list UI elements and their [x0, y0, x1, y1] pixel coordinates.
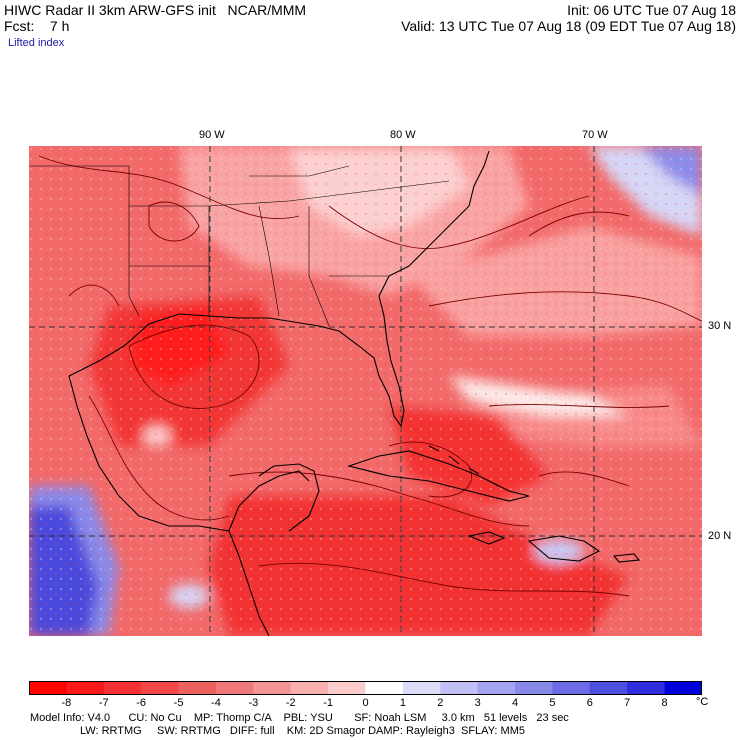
lat-label-20n: 20 N: [708, 530, 732, 542]
colorbar-tick-label: 7: [624, 697, 631, 709]
colorbar-cell: [664, 681, 702, 695]
colorbar-cell: [440, 681, 479, 695]
valid-time: Valid: 13 UTC Tue 07 Aug 18 (09 EDT Tue …: [401, 18, 736, 34]
colorbar-tick-label: -7: [98, 697, 109, 709]
colorbar-cell: [290, 681, 329, 695]
lon-label-80w: 80 W: [390, 129, 416, 141]
colorbar-tick-label: 0: [362, 697, 369, 709]
graticule: [29, 146, 702, 636]
lifted-index-map: [29, 146, 702, 636]
colorbar-tick-label: -6: [136, 697, 147, 709]
colorbar-tick-label: -3: [248, 697, 259, 709]
model-info-line1: Model Info: V4.0 CU: No Cu MP: Thomp C/A…: [30, 712, 569, 724]
model-title: HIWC Radar II 3km ARW-GFS init NCAR/MMM: [4, 2, 307, 18]
colorbar-tick-label: 1: [399, 697, 406, 709]
colorbar-tick-label: -1: [323, 697, 333, 709]
colorbar-tick-label: 8: [661, 697, 668, 709]
forecast-hour: Fcst: 7 h: [4, 18, 70, 34]
colorbar-cell: [178, 681, 217, 695]
colorbar-cell: [141, 681, 180, 695]
state-borders: [29, 165, 450, 327]
colorbar-cell: [589, 681, 628, 695]
field-name: Lifted index: [8, 37, 65, 49]
model-info-line2: LW: RRTMG SW: RRTMG DIFF: full KM: 2D Sm…: [80, 725, 525, 737]
colorbar-cell: [253, 681, 292, 695]
lon-label-90w: 90 W: [199, 129, 225, 141]
colorbar-tick-label: 6: [586, 697, 593, 709]
colorbar-cell: [328, 681, 366, 695]
colorbar-cell: [477, 681, 516, 695]
colorbar-cell: [552, 681, 591, 695]
colorbar-tick-label: 2: [437, 697, 444, 709]
init-time: Init: 06 UTC Tue 07 Aug 18: [567, 2, 736, 18]
colorbar-cell: [515, 681, 553, 695]
colorbar-cell: [66, 681, 105, 695]
colorbar-cell: [215, 681, 254, 695]
colorbar-tick-label: 5: [549, 697, 556, 709]
colorbar-cell: [627, 681, 666, 695]
colorbar-cell: [103, 681, 142, 695]
colorbar-unit: °C: [696, 696, 709, 708]
colorbar: [29, 681, 702, 695]
colorbar-cell: [365, 681, 404, 695]
colorbar-tick-label: -2: [285, 697, 296, 709]
colorbar-tick-label: -4: [211, 697, 221, 709]
colorbar-tick-label: 4: [511, 697, 519, 709]
lon-label-70w: 70 W: [582, 129, 608, 141]
colorbar-cell: [402, 681, 441, 695]
colorbar-tick-label: 3: [474, 697, 481, 709]
colorbar-tick-label: -8: [61, 697, 72, 709]
lat-label-30n: 30 N: [708, 320, 732, 332]
contour-lines: [38, 155, 702, 597]
colorbar-cell: [29, 681, 67, 695]
colorbar-tick-label: -5: [173, 697, 184, 709]
